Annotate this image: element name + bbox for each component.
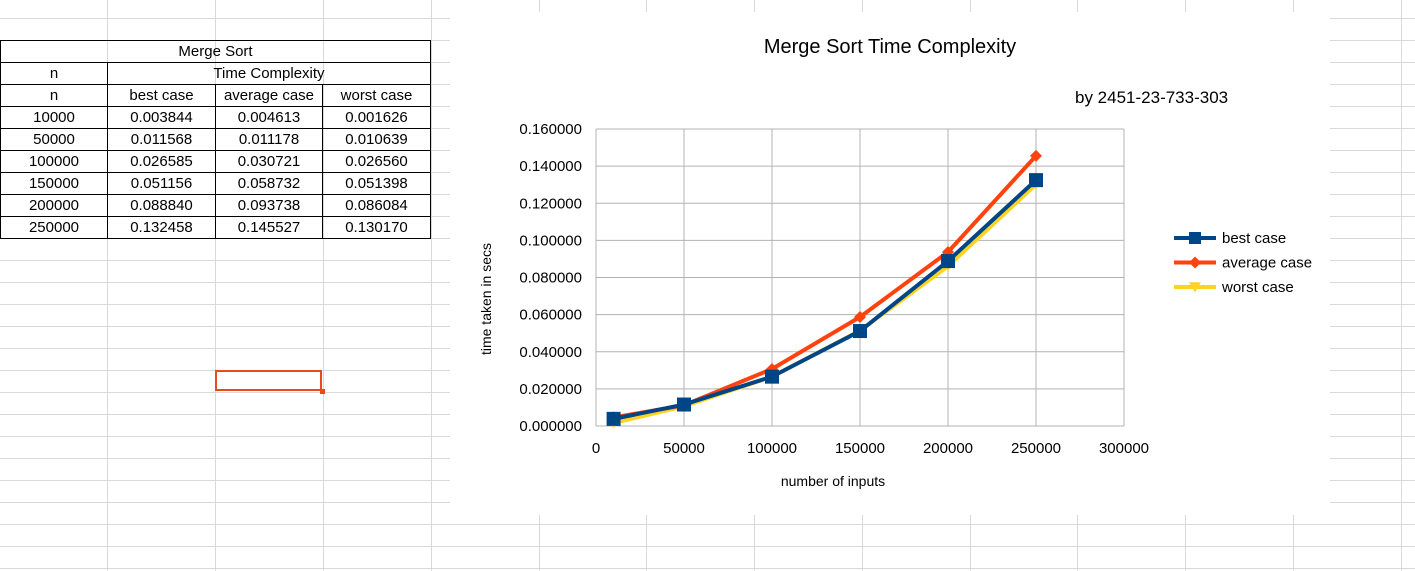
y-axis-label: time taken in secs	[478, 243, 494, 355]
cell-average[interactable]: 0.058732	[215, 172, 323, 195]
legend: best case average case worst case	[1174, 230, 1312, 296]
merge-sort-table: Merge Sort n Time Complexity n best case…	[0, 40, 431, 239]
chart-title: Merge Sort Time Complexity	[764, 36, 1016, 58]
cell-worst[interactable]: 0.026560	[322, 150, 431, 173]
cell-n[interactable]: 100000	[0, 150, 108, 173]
y-tick-label: 0.060000	[519, 307, 582, 324]
header-best-case[interactable]: best case	[107, 84, 216, 107]
y-tick-label: 0.040000	[519, 344, 582, 361]
table-row: 250000 0.132458 0.145527 0.130170	[0, 216, 431, 239]
y-tick-label: 0.160000	[519, 121, 582, 138]
marker-square	[853, 324, 867, 339]
cell-worst[interactable]: 0.051398	[322, 172, 431, 195]
header-n[interactable]: n	[0, 62, 108, 85]
cell-worst[interactable]: 0.130170	[322, 216, 431, 239]
series-line-best-case	[613, 178, 1038, 421]
table-row: 10000 0.003844 0.004613 0.001626	[0, 106, 431, 129]
y-tick-label: 0.080000	[519, 270, 582, 287]
cell-best[interactable]: 0.011568	[107, 128, 216, 151]
cell-n[interactable]: 150000	[0, 172, 108, 195]
x-tick-label: 300000	[1099, 440, 1149, 457]
x-tick-label: 100000	[747, 440, 797, 457]
y-tick-label: 0.120000	[519, 195, 582, 212]
chart[interactable]: Merge Sort Time Complexity by 2451-23-73…	[450, 12, 1330, 515]
x-tick-label: 150000	[835, 440, 885, 457]
cell-n[interactable]: 200000	[0, 194, 108, 217]
x-axis-label: number of inputs	[781, 473, 885, 489]
marker-square	[1189, 232, 1201, 244]
table-row: 100000 0.026585 0.030721 0.026560	[0, 150, 431, 173]
marker-square	[606, 411, 621, 426]
table-row: 50000 0.011568 0.011178 0.010639	[0, 128, 431, 151]
cell-best[interactable]: 0.003844	[107, 106, 216, 129]
table-row: 200000 0.088840 0.093738 0.086084	[0, 194, 431, 217]
y-tick-label: 0.020000	[519, 381, 582, 398]
plot-area: 0.000000 0.020000 0.040000 0.060000 0.080000…	[519, 121, 1149, 457]
cell-n[interactable]: 250000	[0, 216, 108, 239]
y-tick-label: 0.000000	[519, 418, 582, 435]
cell-best[interactable]: 0.088840	[107, 194, 216, 217]
x-tick-label: 200000	[923, 440, 973, 457]
marker-diamond	[1189, 256, 1201, 269]
table-title[interactable]: Merge Sort	[0, 40, 431, 63]
cell-worst[interactable]: 0.010639	[322, 128, 431, 151]
marker-diamond	[1030, 149, 1042, 162]
cell-best[interactable]: 0.026585	[107, 150, 216, 173]
series-line-average-case	[613, 154, 1038, 420]
series-line-worst-case	[613, 182, 1038, 425]
cell-n[interactable]: 50000	[0, 128, 108, 151]
header-average-case[interactable]: average case	[215, 84, 323, 107]
cell-average[interactable]: 0.093738	[215, 194, 323, 217]
selected-cell[interactable]	[215, 370, 322, 391]
y-tick-label: 0.140000	[519, 158, 582, 175]
fill-handle[interactable]	[320, 389, 325, 394]
marker-square	[1029, 173, 1043, 188]
cell-best[interactable]: 0.051156	[107, 172, 216, 195]
cell-average[interactable]: 0.030721	[215, 150, 323, 173]
marker-square	[941, 254, 955, 269]
x-tick-label: 50000	[663, 440, 705, 457]
marker-square	[765, 369, 779, 384]
cell-average[interactable]: 0.145527	[215, 216, 323, 239]
cell-average[interactable]: 0.011178	[215, 128, 323, 151]
header-time-complexity[interactable]: Time Complexity	[107, 62, 431, 85]
x-tick-label: 250000	[1011, 440, 1061, 457]
legend-label: best case	[1222, 230, 1286, 247]
y-tick-label: 0.100000	[519, 232, 582, 249]
x-tick-label: 0	[592, 440, 600, 457]
marker-triangle	[1189, 282, 1201, 293]
legend-label: average case	[1222, 255, 1312, 272]
chart-svg: Merge Sort Time Complexity by 2451-23-73…	[478, 36, 1312, 489]
cell-best[interactable]: 0.132458	[107, 216, 216, 239]
legend-label: worst case	[1221, 279, 1294, 296]
header-n-sub[interactable]: n	[0, 84, 108, 107]
cell-worst[interactable]: 0.086084	[322, 194, 431, 217]
header-worst-case[interactable]: worst case	[322, 84, 431, 107]
chart-subtitle: by 2451-23-733-303	[1075, 88, 1228, 107]
marker-square	[677, 397, 691, 412]
cell-worst[interactable]: 0.001626	[322, 106, 431, 129]
cell-average[interactable]: 0.004613	[215, 106, 323, 129]
table-row: 150000 0.051156 0.058732 0.051398	[0, 172, 431, 195]
cell-n[interactable]: 10000	[0, 106, 108, 129]
marker-diamond	[854, 310, 866, 323]
